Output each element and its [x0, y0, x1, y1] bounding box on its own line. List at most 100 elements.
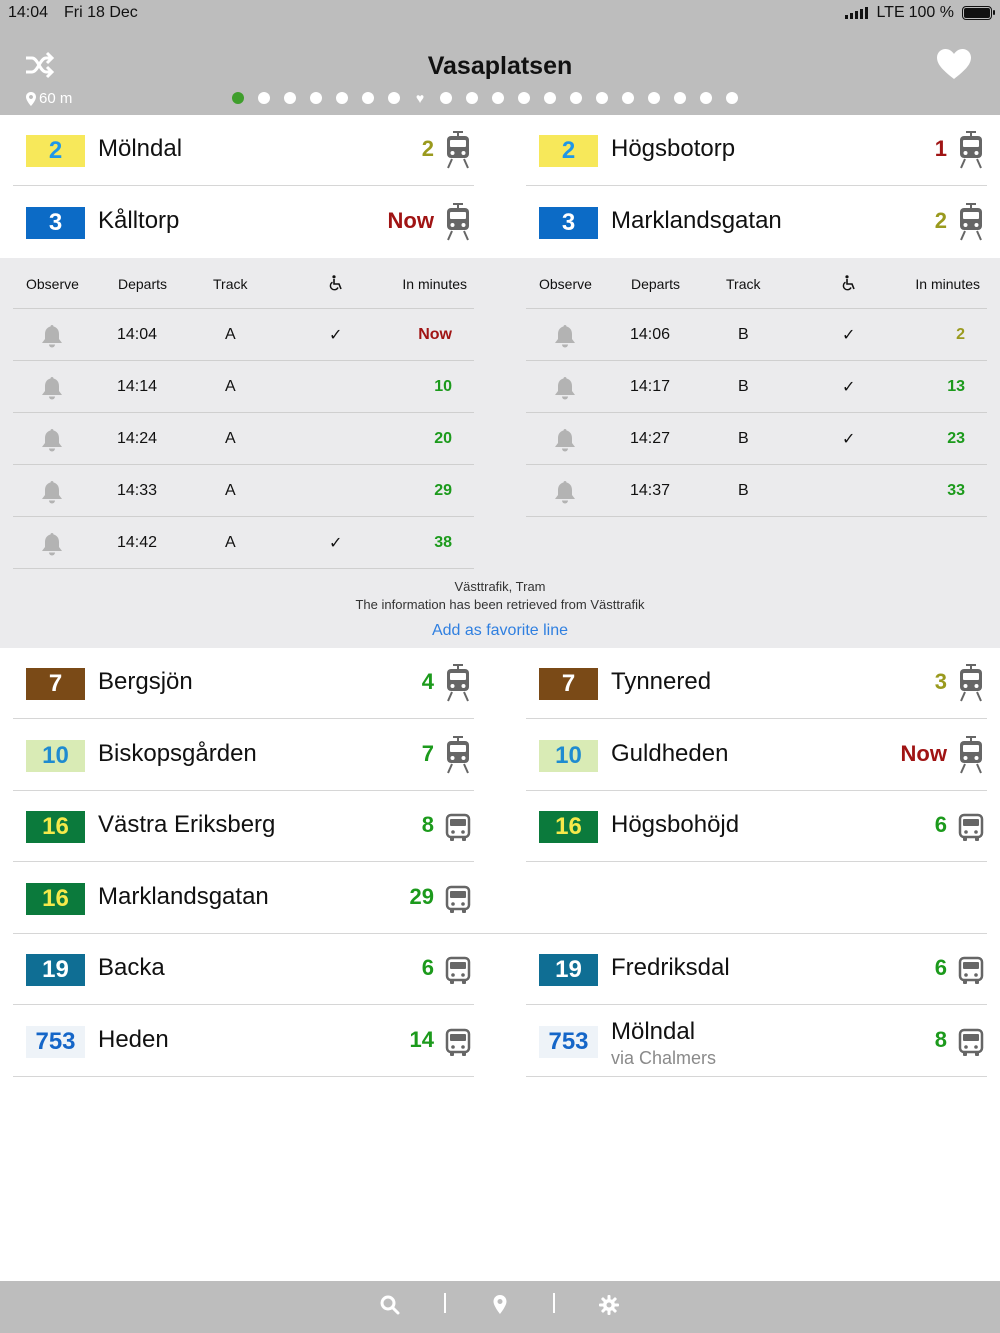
page-dot[interactable]	[544, 92, 556, 104]
page-dot[interactable]	[284, 92, 296, 104]
line-row[interactable]: 753 Heden 14	[13, 1006, 474, 1077]
page-dot[interactable]	[648, 92, 660, 104]
departure-time: 14:42	[117, 534, 158, 551]
tram-icon	[447, 202, 469, 240]
favorites-page-dot[interactable]: ♥	[415, 90, 425, 106]
departure-row: 14:17 B ✓ 13	[526, 361, 987, 413]
page-dot[interactable]	[336, 92, 348, 104]
location-pin-icon	[26, 91, 36, 106]
line-row[interactable]: 3 Kålltorp Now	[13, 187, 474, 258]
source-note: The information has been retrieved from …	[355, 597, 645, 612]
minutes-until-departure: 29	[409, 883, 434, 909]
page-dot[interactable]	[674, 92, 686, 104]
col-track: Track	[213, 276, 248, 292]
bell-icon[interactable]	[552, 375, 578, 401]
line-badge: 16	[26, 811, 85, 843]
page-dot[interactable]	[700, 92, 712, 104]
page-dot[interactable]	[492, 92, 504, 104]
heart-icon[interactable]	[936, 48, 972, 80]
page-dot[interactable]	[466, 92, 478, 104]
bell-icon[interactable]	[39, 375, 65, 401]
track-letter: B	[738, 482, 749, 499]
location-pin-icon[interactable]	[488, 1293, 512, 1317]
col-in-minutes: In minutes	[402, 276, 467, 292]
page-dot[interactable]	[388, 92, 400, 104]
line-badge: 19	[26, 954, 85, 986]
tram-icon	[960, 664, 982, 702]
track-letter: A	[225, 378, 236, 395]
destination-name: Biskopsgården	[98, 739, 257, 767]
status-date: Fri 18 Dec	[64, 4, 138, 21]
departure-row: 14:14 A 10	[13, 361, 474, 413]
signal-icon	[845, 7, 869, 19]
col-accessible	[842, 275, 856, 294]
line-row[interactable]: 19 Backa 6	[13, 934, 474, 1005]
line-row[interactable]: 19 Fredriksdal 6	[526, 934, 987, 1005]
destination-name: Tynnered	[611, 668, 712, 695]
page-dot[interactable]	[518, 92, 530, 104]
page-title: Vasaplatsen	[427, 52, 573, 80]
in-minutes-value: 38	[434, 534, 452, 551]
track-letter: A	[225, 430, 236, 447]
line-badge: 7	[26, 668, 85, 700]
line-row[interactable]: 3 Marklandsgatan 2	[526, 187, 987, 258]
table-header: Observe Departs Track In minutes	[13, 258, 474, 309]
page-indicator[interactable]: ♥	[232, 90, 738, 106]
destination-name: Högsbotorp	[611, 135, 736, 162]
line-row[interactable]: 10 Biskopsgården 7	[13, 720, 474, 791]
shuffle-icon[interactable]	[24, 50, 54, 80]
bell-icon[interactable]	[552, 427, 578, 453]
line-row[interactable]: 16 Marklandsgatan 29	[13, 863, 474, 934]
line-badge: 7	[539, 668, 598, 700]
add-favorite-link[interactable]: Add as favorite line	[431, 622, 569, 639]
bell-icon[interactable]	[39, 323, 65, 349]
line-row[interactable]: 753 Mölndal via Chalmers 8	[526, 1006, 987, 1077]
line-row[interactable]: 10 Guldheden Now	[526, 720, 987, 791]
line-badge: 753	[26, 1025, 85, 1058]
accessible-check: ✓	[842, 327, 856, 344]
page-dot[interactable]	[232, 92, 244, 104]
bell-icon[interactable]	[39, 531, 65, 557]
via-text: via Chalmers	[611, 1047, 717, 1068]
page-dot[interactable]	[622, 92, 634, 104]
bell-icon[interactable]	[39, 479, 65, 505]
line-row[interactable]: 16 Västra Eriksberg 8	[13, 791, 474, 862]
track-letter: A	[225, 326, 236, 343]
operator-text: Västtrafik, Tram	[454, 579, 546, 594]
bell-icon[interactable]	[39, 427, 65, 453]
page-dot[interactable]	[258, 92, 270, 104]
col-observe: Observe	[539, 276, 592, 292]
line-row[interactable]: 16 Högsbohöjd 6	[526, 791, 987, 862]
tram-icon	[960, 735, 982, 773]
departure-time: 14:33	[117, 482, 158, 499]
page-dot[interactable]	[726, 92, 738, 104]
bus-icon	[445, 956, 471, 984]
minutes-until-departure: 8	[934, 1026, 947, 1052]
destination-name: Högsbohöjd	[611, 811, 740, 838]
bell-icon[interactable]	[552, 479, 578, 505]
page-dot[interactable]	[440, 92, 452, 104]
line-badge: 3	[539, 206, 598, 239]
table-header: Observe Departs Track In minutes	[526, 258, 987, 309]
in-minutes-value: 29	[434, 482, 452, 499]
minutes-until-departure: 2	[934, 207, 947, 233]
bell-icon[interactable]	[552, 323, 578, 349]
line-badge: 2	[26, 135, 85, 167]
bus-icon	[958, 1028, 984, 1056]
in-minutes-value: 13	[947, 378, 965, 395]
line-row[interactable]: 2 Mölndal 2	[13, 115, 474, 186]
page-dot[interactable]	[596, 92, 608, 104]
line-badge: 16	[26, 882, 85, 915]
destination-name: Backa	[98, 954, 165, 981]
line-row[interactable]: 7 Tynnered 3	[526, 648, 987, 719]
track-letter: B	[738, 430, 749, 447]
status-right: LTE 100 %	[845, 4, 995, 22]
page-dot[interactable]	[362, 92, 374, 104]
line-row[interactable]: 2 Högsbotorp 1	[526, 115, 987, 186]
line-row[interactable]: 7 Bergsjön 4	[13, 648, 474, 719]
settings-gear-icon[interactable]	[597, 1293, 621, 1317]
page-dot[interactable]	[570, 92, 582, 104]
search-icon[interactable]	[378, 1293, 402, 1317]
page-dot[interactable]	[310, 92, 322, 104]
departure-row: 14:24 A 20	[13, 413, 474, 465]
